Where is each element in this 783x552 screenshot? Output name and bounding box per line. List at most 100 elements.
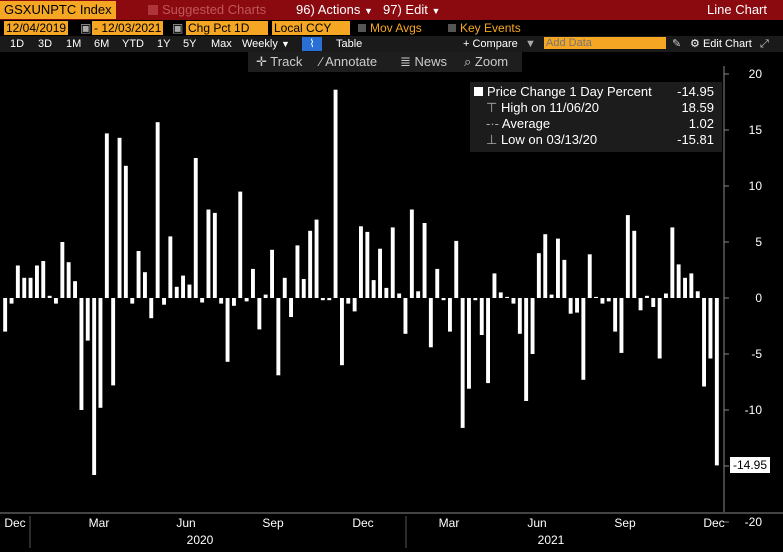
x-tick-label: Mar	[439, 516, 460, 530]
bar	[200, 298, 205, 303]
edit-menu[interactable]: 97) Edit ▼	[383, 2, 441, 17]
bar	[352, 298, 357, 312]
average-marker-icon: -·-	[486, 116, 499, 131]
low-marker-icon: ⊥	[486, 132, 498, 147]
bar	[28, 277, 33, 298]
actions-menu[interactable]: 96) Actions ▼	[296, 2, 373, 17]
bar	[251, 268, 255, 298]
calendar-icon[interactable]: ▣	[170, 21, 186, 35]
chevron-down-icon[interactable]: ▼	[525, 38, 536, 50]
add-data-input[interactable]	[544, 37, 666, 49]
legend-series: Price Change 1 Day Percent -14.95	[474, 84, 722, 100]
period-max[interactable]: Max	[211, 38, 232, 50]
news-tool[interactable]: ≣ News	[400, 54, 448, 69]
bar	[187, 284, 192, 298]
date-from-field[interactable]: 12/04/2019	[4, 21, 69, 35]
legend-series-value: -14.95	[677, 84, 714, 99]
annotate-tool[interactable]: ⁄ Annotate	[320, 54, 378, 69]
bar	[35, 265, 39, 298]
bar	[676, 264, 681, 298]
bar	[365, 231, 370, 298]
key-events-toggle[interactable]: Key Events	[446, 21, 523, 35]
bar	[492, 273, 497, 298]
currency-field[interactable]: Local CCY	[272, 21, 350, 35]
bar	[149, 298, 154, 319]
bar	[511, 298, 516, 304]
bar	[193, 158, 198, 298]
period-5y[interactable]: 5Y	[183, 38, 197, 50]
date-to-field[interactable]: - 12/03/2021	[92, 21, 164, 35]
bar	[123, 165, 128, 298]
ticker-field[interactable]: GSXUNPTC Index	[0, 1, 116, 19]
bar	[333, 89, 338, 298]
bar	[168, 236, 173, 298]
frequency-select[interactable]: Weekly ▼	[242, 38, 290, 50]
crosshair-icon: ✛	[256, 54, 267, 69]
period-ytd[interactable]: YTD	[122, 38, 144, 50]
bar	[473, 298, 478, 301]
calendar-icon[interactable]: ▣	[78, 21, 94, 35]
x-tick-label: Dec	[352, 516, 373, 530]
period-1y[interactable]: 1Y	[157, 38, 171, 50]
bar	[308, 230, 313, 298]
bar	[225, 298, 230, 362]
bar	[702, 298, 706, 387]
bar	[498, 292, 503, 298]
bar	[327, 298, 332, 301]
period-3d[interactable]: 3D	[38, 38, 53, 50]
x-year-label: 2020	[187, 533, 214, 547]
bar	[536, 253, 541, 298]
line-chart-icon[interactable]: ⌇	[302, 37, 322, 51]
high-marker-icon: ⊤	[486, 100, 498, 115]
bar	[530, 298, 535, 354]
bar	[397, 293, 402, 298]
period-row: 1D 3D 1M 6M YTD 1Y 5Y Max Weekly ▼ ⌇ Tab…	[0, 36, 783, 52]
bar	[15, 265, 20, 298]
bar	[562, 259, 567, 298]
suggested-charts-button[interactable]: Suggested Charts	[148, 2, 266, 18]
bar	[619, 298, 624, 353]
bar	[143, 272, 147, 298]
legend-low-value: -15.81	[677, 132, 714, 147]
x-tick-label: Jun	[176, 516, 195, 530]
bar	[98, 298, 103, 408]
table-button[interactable]: Table	[336, 38, 363, 50]
bar	[244, 298, 249, 302]
calc-field[interactable]: Chg Pct 1D	[186, 21, 268, 35]
y-tick-label: -20	[745, 515, 763, 529]
bar	[657, 298, 662, 359]
compare-button[interactable]: + Compare	[463, 38, 518, 50]
expand-icon[interactable]: ⤢	[760, 38, 769, 50]
bar	[232, 298, 236, 306]
bar	[581, 298, 586, 380]
legend-high: ⊤ High on 11/06/20 18.59	[486, 100, 714, 115]
bar	[47, 295, 52, 298]
legend-low: ⊥ Low on 03/13/20 -15.81	[486, 132, 714, 147]
x-tick-label: Dec	[4, 516, 25, 530]
y-tick-label: 20	[749, 67, 763, 81]
bar	[219, 298, 224, 304]
news-icon: ≣	[400, 54, 411, 69]
legend-average: -·- Average 1.02	[486, 116, 714, 131]
controls-row: 12/04/2019 ▣ - 12/03/2021 ▣ Chg Pct 1D L…	[0, 20, 783, 36]
bar	[575, 298, 579, 313]
bar	[435, 268, 440, 298]
period-1d[interactable]: 1D	[10, 38, 25, 50]
y-tick-label: -5	[751, 347, 762, 361]
edit-chart-button[interactable]: ⚙ Edit Chart	[690, 38, 752, 50]
bar	[276, 298, 281, 376]
bar	[606, 298, 611, 302]
bar	[467, 298, 471, 389]
track-tool[interactable]: ✛ Track	[256, 54, 303, 69]
mov-avgs-toggle[interactable]: Mov Avgs	[356, 21, 424, 35]
bar	[664, 293, 668, 298]
period-6m[interactable]: 6M	[94, 38, 110, 50]
zoom-tool[interactable]: ⌕ Zoom	[464, 54, 509, 69]
bar	[66, 262, 71, 298]
period-1m[interactable]: 1M	[66, 38, 82, 50]
bar	[181, 275, 185, 298]
x-year-label: 2021	[538, 533, 565, 547]
bar	[257, 298, 262, 330]
edit-icon[interactable]: ✎	[672, 38, 682, 50]
bar	[270, 249, 274, 298]
